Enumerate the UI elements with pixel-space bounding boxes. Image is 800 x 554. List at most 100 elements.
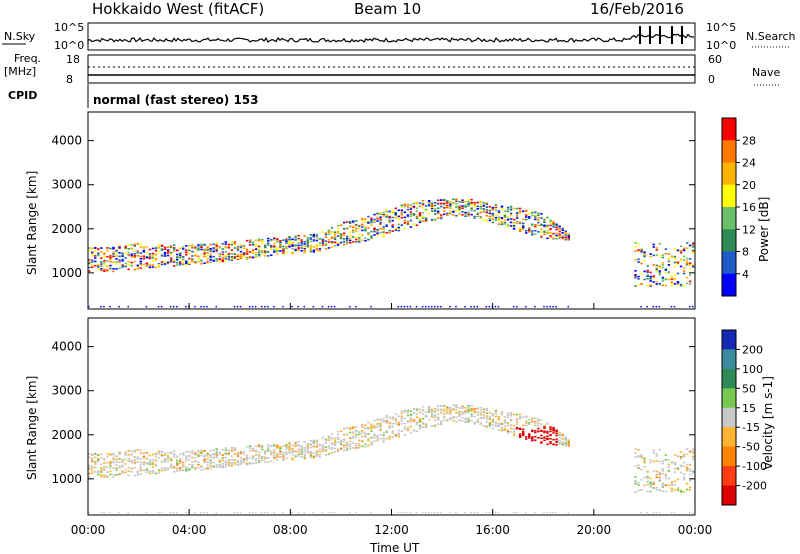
power-echo <box>534 225 537 228</box>
power-echo <box>640 251 643 253</box>
power-echo <box>160 261 164 263</box>
power-echo <box>652 246 655 248</box>
velocity-echo <box>203 460 206 463</box>
velocity-echo <box>546 437 549 440</box>
velocity-echo <box>673 461 677 464</box>
power-echo <box>300 249 303 252</box>
power-echo <box>376 220 379 222</box>
power-echo <box>215 245 218 248</box>
velocity-echo <box>257 444 261 447</box>
velocity-echo <box>157 469 161 472</box>
velocity-echo <box>361 445 364 448</box>
power-echo <box>342 238 346 241</box>
velocity-echo <box>367 438 370 440</box>
power-echo <box>506 223 510 226</box>
velocity-echo <box>534 422 537 424</box>
power-echo <box>97 248 100 251</box>
power-echo <box>160 248 164 251</box>
power-echo <box>561 227 564 230</box>
velocity-echo <box>133 462 136 465</box>
velocity-echo <box>209 456 212 459</box>
power-echo <box>458 204 461 207</box>
power-echo <box>270 238 273 241</box>
power-echo <box>531 212 534 214</box>
velocity-echo <box>303 449 306 451</box>
power-echo <box>194 261 197 263</box>
velocity-echo <box>655 460 658 462</box>
power-echo <box>285 239 288 241</box>
velocity-echo <box>361 435 364 438</box>
power-echo <box>491 208 495 211</box>
velocity-echo <box>437 423 440 425</box>
velocity-echo <box>685 463 689 466</box>
velocity-echo <box>443 410 446 412</box>
power-echo <box>91 248 94 250</box>
velocity-echo <box>109 464 112 467</box>
power-echo <box>688 280 692 283</box>
power-echo <box>139 257 142 260</box>
velocity-echo-low <box>655 511 658 514</box>
power-echo <box>506 216 510 218</box>
velocity-echo <box>537 437 540 439</box>
velocity-echo <box>297 444 300 446</box>
power-echo <box>373 218 376 221</box>
power-echo <box>242 253 246 255</box>
power-echo <box>482 202 485 205</box>
power-echo <box>394 213 397 215</box>
power-echo <box>479 203 482 206</box>
power-echo <box>446 212 449 215</box>
velocity-echo <box>537 420 540 423</box>
velocity-echo <box>634 491 637 493</box>
velocity-echo <box>558 436 561 439</box>
velocity-echo <box>148 460 152 463</box>
power-echo-low <box>297 305 299 308</box>
velocity-echo <box>376 422 379 425</box>
velocity-echo <box>227 462 231 464</box>
power-echo <box>652 264 655 266</box>
velocity-echo <box>200 465 203 467</box>
power-echo-low <box>100 305 102 308</box>
power-echo <box>176 264 179 266</box>
power-echo <box>312 236 315 239</box>
velocity-echo <box>376 436 379 439</box>
velocity-echo <box>376 439 379 442</box>
power-echo <box>549 236 552 239</box>
velocity-echo <box>461 412 464 414</box>
power-echo-low <box>254 305 257 308</box>
velocity-echo <box>160 461 164 463</box>
velocity-echo <box>664 477 668 480</box>
power-echo <box>537 219 540 221</box>
velocity-echo <box>221 454 224 456</box>
power-echo <box>191 244 194 246</box>
power-echo <box>515 215 519 217</box>
noise-sky-line <box>87 33 695 44</box>
velocity-echo <box>370 441 373 443</box>
power-echo <box>224 243 227 245</box>
power-echo <box>370 235 373 237</box>
power-echo <box>518 221 522 224</box>
velocity-echo <box>142 455 146 458</box>
power-echo-low <box>260 305 263 308</box>
power-echo <box>443 202 446 205</box>
velocity-echo <box>546 422 549 425</box>
power-echo-low <box>264 305 266 308</box>
velocity-echo <box>94 471 97 473</box>
velocity-echo <box>330 442 334 445</box>
power-echo <box>303 251 306 254</box>
power-echo <box>191 246 194 248</box>
power-echo <box>142 247 146 249</box>
velocity-echo <box>415 430 419 433</box>
power-echo <box>364 228 367 230</box>
power-echo <box>485 209 488 211</box>
velocity-echo-low <box>297 511 299 514</box>
power-echo <box>200 260 203 262</box>
power-echo <box>139 252 142 254</box>
power-echo <box>649 284 652 287</box>
velocity-echo <box>127 470 130 472</box>
velocity-echo <box>440 420 443 422</box>
power-echo <box>373 213 376 216</box>
power-echo-low <box>273 305 275 308</box>
power-echo <box>458 209 461 212</box>
power-echo <box>503 222 507 225</box>
power-echo <box>188 249 191 252</box>
